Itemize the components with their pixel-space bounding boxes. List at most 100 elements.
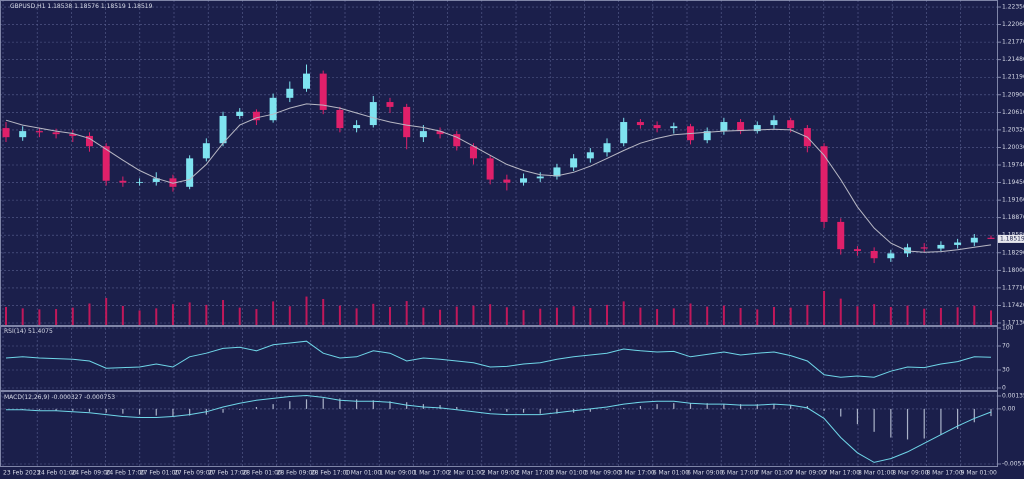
x-tick-label: 6 Mar 01:00	[653, 470, 689, 477]
signal-last: -0.000753	[84, 394, 115, 401]
volume-bar	[255, 309, 258, 325]
candle-body	[152, 178, 160, 182]
y-tick-label: 0.00135	[1002, 393, 1024, 400]
macd-histogram-bar	[239, 408, 241, 410]
volume-bar	[739, 308, 742, 325]
macd-histogram-bar	[88, 408, 91, 412]
volume-bar	[105, 297, 108, 325]
macd-histogram-bar	[790, 405, 792, 409]
macd-histogram-bar	[639, 406, 642, 409]
candle-body	[186, 158, 194, 187]
x-tick-label: 2 Mar 01:00	[448, 470, 484, 477]
x-tick-label: 8 Mar 01:00	[858, 470, 894, 477]
candle-body	[837, 221, 845, 250]
y-tick-label: 1.20320	[1002, 126, 1024, 133]
macd-histogram-bar	[973, 408, 975, 423]
candle-body	[770, 120, 778, 126]
volume-bar	[839, 298, 842, 325]
x-tick-label: 6 Mar 17:00	[721, 470, 757, 477]
volume-bar	[472, 305, 475, 325]
volume-bar	[990, 310, 992, 325]
macd-histogram-bar	[873, 408, 875, 432]
candle-body	[586, 152, 594, 159]
main-panel-border	[0, 0, 998, 326]
candle-body	[553, 167, 561, 177]
y-tick-label: 1.20610	[1002, 109, 1024, 116]
macd-histogram-bar	[105, 408, 107, 413]
candle-body	[870, 250, 878, 259]
candle-body	[319, 73, 327, 110]
volume-bar	[21, 308, 24, 325]
x-tick-label: 28 Feb 01:00	[242, 470, 282, 477]
y-tick-label: 1.17130	[1002, 320, 1024, 327]
candle-body	[219, 115, 227, 144]
macd-histogram-bar	[673, 403, 675, 409]
volume-bar	[38, 309, 41, 325]
macd-histogram-bar	[823, 408, 825, 411]
candle-body	[853, 249, 861, 251]
candle-body	[904, 247, 912, 254]
candle-body	[937, 244, 945, 249]
x-tick-label: 1 Mar 09:00	[379, 470, 415, 477]
x-tick-label: 1 Mar 01:00	[345, 470, 381, 477]
x-tick-label: 1 Mar 17:00	[413, 470, 449, 477]
candle-body	[102, 146, 110, 181]
macd-histogram-bar	[957, 408, 959, 429]
volume-bar	[522, 310, 525, 325]
macd-histogram-bar	[389, 401, 391, 409]
macd-histogram-bar	[739, 404, 742, 409]
rsi-line	[5, 340, 992, 378]
x-tick-label: 8 Mar 09:00	[892, 470, 928, 477]
x-tick-label: 7 Mar 01:00	[755, 470, 791, 477]
y-tick-label: 1.18000	[1002, 267, 1024, 274]
macd-histogram-bar	[856, 408, 859, 425]
macd-histogram-bar	[506, 408, 508, 412]
volume-bar	[956, 307, 959, 325]
candle-body	[169, 178, 177, 187]
macd-histogram-bar	[706, 403, 708, 409]
candle-body	[2, 128, 10, 138]
volume-bar	[856, 306, 859, 325]
y-tick-label: 1.19740	[1002, 162, 1024, 169]
y-tick-label: 1.21480	[1002, 56, 1024, 63]
volume-bar	[121, 305, 124, 325]
volume-bar	[756, 309, 759, 325]
last-low: 1.18519	[101, 3, 126, 10]
candle-body	[570, 158, 578, 168]
macd-histogram-bar	[172, 408, 174, 417]
candle-body	[670, 126, 678, 129]
volume-bar	[656, 309, 659, 325]
volume-bar	[71, 307, 74, 325]
rsi-last: 51.4075	[28, 328, 53, 335]
volume-bar	[906, 305, 909, 325]
candle-body	[987, 237, 995, 239]
symbol-header: GBPUSD,H1 1.18538 1.18576 1.18519 1.1851…	[10, 3, 153, 10]
candle-body	[369, 102, 377, 126]
volume-bar	[622, 301, 625, 325]
y-tick-label: 100	[1002, 325, 1014, 332]
y-tick-label: 1.21190	[1002, 74, 1024, 81]
candle-body	[970, 237, 978, 243]
candle-body	[737, 122, 745, 132]
x-tick-label: 27 Feb 09:00	[174, 470, 214, 477]
y-tick-label: 1.22350	[1002, 4, 1024, 11]
macd-histogram-bar	[923, 408, 925, 439]
volume-bar	[505, 307, 508, 325]
macd-histogram-bar	[656, 404, 658, 409]
candle-body	[19, 131, 27, 138]
volume-bar	[539, 308, 542, 325]
price-tag-box	[998, 234, 1024, 243]
macd-line	[6, 394, 992, 463]
candle-body	[720, 122, 728, 132]
macd-histogram-bar	[940, 408, 942, 435]
rsi-header: RSI(14) 51.4075	[4, 328, 53, 335]
macd-histogram-bar	[255, 406, 258, 409]
y-tick-label: 1.21770	[1002, 39, 1024, 46]
volume-bar	[222, 300, 225, 325]
macd-histogram-bar	[355, 399, 358, 409]
macd-histogram-bar	[339, 398, 341, 409]
macd-header: MACD(12,26,9) -0.000327 -0.000753	[4, 394, 115, 401]
volume-bar	[388, 306, 391, 325]
volume-bar	[405, 301, 408, 325]
volume-bar	[422, 307, 425, 325]
